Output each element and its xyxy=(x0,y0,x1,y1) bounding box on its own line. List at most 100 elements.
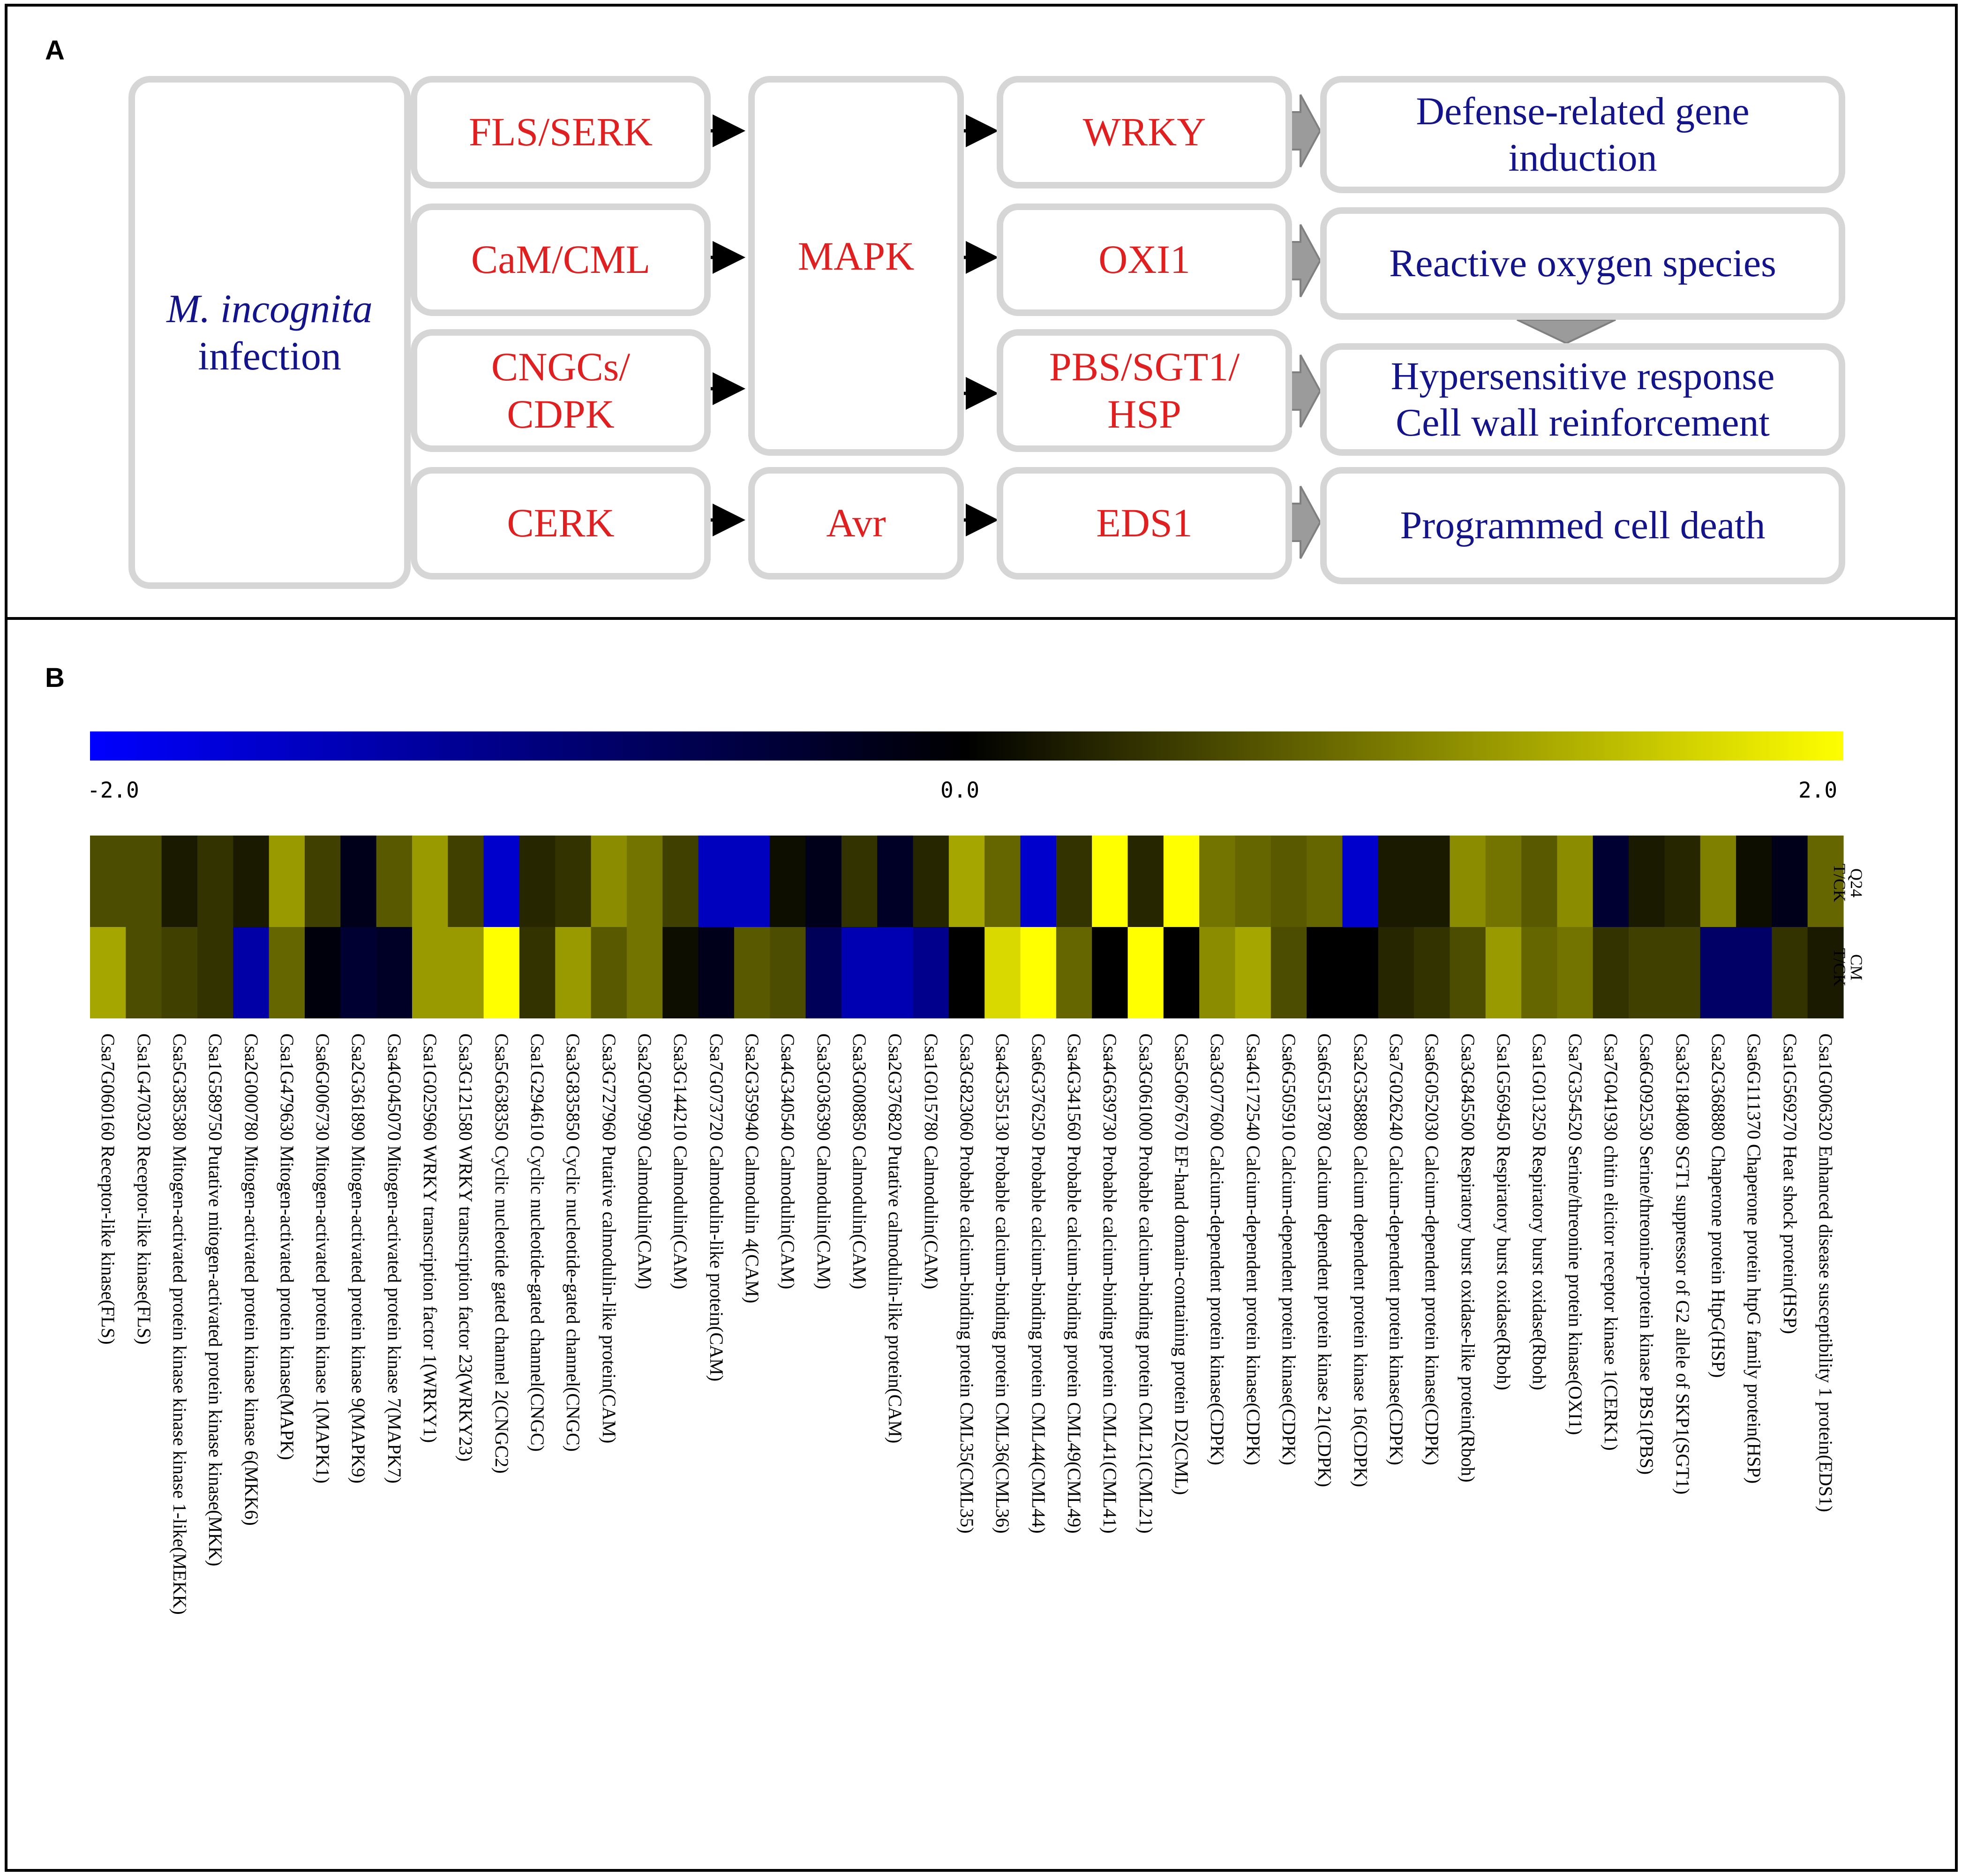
heatmap-cell-q24-31 xyxy=(1199,836,1236,927)
heatmap-cell-q24-16 xyxy=(662,836,699,927)
gene-label: Csa2G007990 Calmodulin(CAM) xyxy=(634,1033,656,1289)
infection-species: M. incognita xyxy=(166,286,373,331)
receptor-cerk-label: CERK xyxy=(507,500,615,546)
scale-mid-label: 0.0 xyxy=(940,777,980,803)
heatmap-cell-cm-9 xyxy=(412,927,448,1018)
gene-label: Csa4G341560 Probable calcium-binding pro… xyxy=(1064,1033,1085,1534)
mediator-oxi1-label: OXI1 xyxy=(1098,237,1190,282)
signaling-diagram: M. incognita infection FLS/SERK CaM/CML C… xyxy=(8,7,1955,617)
gene-label: Csa5G067670 EF-hand domain-containing pr… xyxy=(1171,1033,1192,1495)
receptor-box-cam: CaM/CML xyxy=(411,203,711,316)
heatmap-cell-q24-47 xyxy=(1772,836,1808,927)
mediator-box-pbs: PBS/SGT1/ HSP xyxy=(997,329,1292,452)
gene-label: Csa3G835850 Cyclic nucleotide-gated chan… xyxy=(563,1033,584,1452)
row-label-cm: CM T/CK xyxy=(1830,948,1866,987)
heatmap-cell-q24-26 xyxy=(1020,836,1057,927)
heatmap-cell-cm-22 xyxy=(877,927,914,1018)
heatmap-cell-cm-11 xyxy=(483,927,520,1018)
receptor-fls-label: FLS/SERK xyxy=(469,109,653,155)
heatmap-cell-cm-18 xyxy=(734,927,770,1018)
receptor-box-cngc: CNGCs/ CDPK xyxy=(411,329,711,452)
heatmap-cell-cm-35 xyxy=(1342,927,1379,1018)
gene-label: Csa7G026240 Calcium-dependent protein ki… xyxy=(1385,1033,1407,1465)
gene-label: Csa5G385380 Mitogen-activated protein ki… xyxy=(169,1033,190,1615)
heatmap-cell-cm-31 xyxy=(1199,927,1236,1018)
heatmap-cells xyxy=(90,836,1844,1018)
heatmap-cell-cm-26 xyxy=(1020,927,1057,1018)
gene-label: Csa3G727960 Putative calmodulin-like pro… xyxy=(598,1033,620,1444)
gene-label: Csa3G077600 Calcium-dependent protein ki… xyxy=(1207,1033,1228,1465)
heatmap-cell-cm-15 xyxy=(626,927,663,1018)
scale-min-label: -2.0 xyxy=(87,777,139,803)
heatmap-cell-cm-48 xyxy=(1807,927,1844,1018)
gene-label: Csa4G340540 Calmodulin(CAM) xyxy=(777,1033,799,1289)
gene-label: Csa6G505910 Calcium-dependent protein ki… xyxy=(1278,1033,1300,1465)
gene-label: Csa6G092530 Serine/threonine-protein kin… xyxy=(1636,1033,1658,1475)
heatmap-cell-cm-30 xyxy=(1163,927,1200,1018)
heatmap-cell-cm-5 xyxy=(269,927,305,1018)
heatmap-cell-cm-20 xyxy=(805,927,842,1018)
heatmap-cell-cm-32 xyxy=(1235,927,1271,1018)
heatmap-cell-q24-30 xyxy=(1163,836,1200,927)
gene-label: Csa2G359940 Calmodulin 4(CAM) xyxy=(742,1033,763,1303)
heatmap-cell-q24-23 xyxy=(913,836,949,927)
heatmap-cell-q24-38 xyxy=(1450,836,1486,927)
heatmap-cell-cm-10 xyxy=(448,927,484,1018)
heatmap-cell-cm-43 xyxy=(1629,927,1665,1018)
panel-a-label: A xyxy=(45,35,65,66)
gene-label: Csa6G052030 Calcium-dependent protein ki… xyxy=(1421,1033,1443,1465)
heatmap-cell-q24-1 xyxy=(126,836,162,927)
heatmap-cell-cm-38 xyxy=(1450,927,1486,1018)
heatmap-cell-cm-6 xyxy=(304,927,341,1018)
diagram-arrows xyxy=(706,94,1616,559)
gene-label: Csa1G294610 Cyclic nucleotide-gated chan… xyxy=(527,1033,549,1452)
gene-label: Csa1G013250 Respiratory burst oxidase(Rb… xyxy=(1529,1033,1550,1391)
heatmap-cell-q24-42 xyxy=(1593,836,1629,927)
outcome-hr-label: Hypersensitive response Cell wall reinfo… xyxy=(1390,354,1775,445)
heatmap-cell-cm-37 xyxy=(1414,927,1450,1018)
heatmap-cell-cm-27 xyxy=(1056,927,1092,1018)
heatmap-cell-cm-23 xyxy=(913,927,949,1018)
gene-label: Csa1G015780 Calmodulin(CAM) xyxy=(920,1033,942,1289)
gene-label: Csa1G470320 Receptor-like kinase(FLS) xyxy=(133,1033,155,1345)
gene-label: Csa7G073720 Calmodulin-like protein(CAM) xyxy=(706,1033,727,1382)
heatmap-cell-cm-41 xyxy=(1557,927,1593,1018)
heatmap-cell-cm-25 xyxy=(984,927,1021,1018)
heatmap-cell-cm-2 xyxy=(161,927,198,1018)
heatmap-cell-q24-35 xyxy=(1342,836,1379,927)
heatmap-cell-q24-5 xyxy=(269,836,305,927)
heatmap-cell-q24-14 xyxy=(591,836,627,927)
gene-label: Csa1G025960 WRKY transcription factor 1(… xyxy=(420,1033,441,1443)
mediator-wrky-label: WRKY xyxy=(1082,109,1206,155)
gene-label: Csa6G513780 Calcium dependent protein ki… xyxy=(1314,1033,1336,1487)
heatmap-cell-cm-8 xyxy=(376,927,413,1018)
gene-label: Csa6G111370 Chaperone protein htpG famil… xyxy=(1744,1033,1765,1484)
infection-word: infection xyxy=(198,333,341,378)
grey-arrow-down xyxy=(1517,319,1616,345)
heatmap-cell-q24-21 xyxy=(841,836,878,927)
heatmap-cell-cm-1 xyxy=(126,927,162,1018)
heatmap-cell-cm-39 xyxy=(1485,927,1522,1018)
receptor-cam-label: CaM/CML xyxy=(471,237,651,282)
heatmap-cell-q24-33 xyxy=(1270,836,1307,927)
heatmap-cell-q24-11 xyxy=(483,836,520,927)
heatmap-cell-q24-28 xyxy=(1092,836,1128,927)
mediator-pbs-label: PBS/SGT1/ HSP xyxy=(1049,344,1240,437)
gene-label: Csa2G376820 Putative calmodulin-like pro… xyxy=(885,1033,906,1444)
heatmap-cell-q24-3 xyxy=(197,836,233,927)
gene-label: Csa5G638350 Cyclic nucleotide gated chan… xyxy=(491,1033,512,1474)
row-label-q24: Q24 T/CK xyxy=(1830,864,1866,903)
heatmap-cell-q24-29 xyxy=(1127,836,1164,927)
mediator-box-wrky: WRKY xyxy=(997,76,1292,188)
heatmap-cell-q24-19 xyxy=(770,836,806,927)
gene-label: Csa2G361890 Mitogen-activated protein ki… xyxy=(348,1033,369,1484)
gene-label: Csa1G479630 Mitogen-activated protein ki… xyxy=(276,1033,298,1460)
heatmap-cell-cm-47 xyxy=(1772,927,1808,1018)
heatmap-cell-cm-24 xyxy=(948,927,985,1018)
outcome-box-defense: Defense-related gene induction xyxy=(1320,76,1845,193)
gene-label: Csa7G354520 Serine/threonine protein kin… xyxy=(1564,1033,1586,1435)
heatmap-cell-q24-46 xyxy=(1736,836,1772,927)
panel-a: A M. incognita infection xyxy=(5,4,1958,620)
heatmap-cell-cm-14 xyxy=(591,927,627,1018)
heatmap-cell-cm-19 xyxy=(770,927,806,1018)
